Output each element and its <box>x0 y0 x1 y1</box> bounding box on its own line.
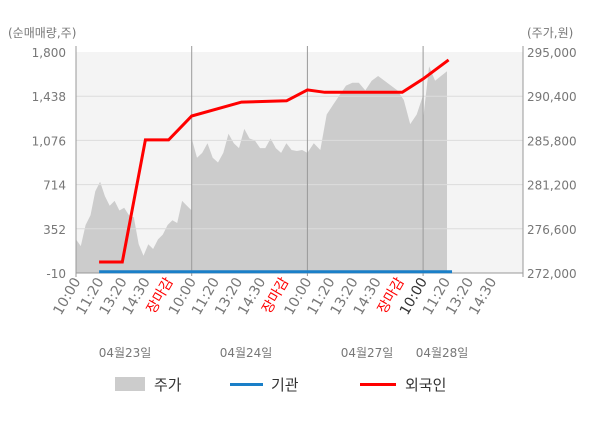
left-tick-label: 1,800 <box>32 46 66 60</box>
right-tick-label: 285,800 <box>527 134 577 148</box>
legend-swatch-price <box>115 377 145 391</box>
date-label: 04월27일 <box>341 346 394 360</box>
right-tick-label: 281,200 <box>527 179 577 193</box>
foreign-line <box>99 58 450 264</box>
legend: 주가 기관 외국인 <box>115 376 446 394</box>
date-label: 04월24일 <box>220 346 273 360</box>
price-area <box>76 66 447 274</box>
right-tick-label: 272,000 <box>527 267 577 281</box>
left-tick-label: 1,438 <box>32 90 66 104</box>
right-axis-label: (주가,원) <box>527 26 573 40</box>
legend-label-foreign: 외국인 <box>405 376 446 394</box>
left-tick-label: 352 <box>43 223 66 237</box>
legend-label-price: 주가 <box>154 376 182 394</box>
left-tick-label: 714 <box>43 179 66 193</box>
legend-swatch-foreign <box>360 383 396 386</box>
left-tick-label: 1,076 <box>32 134 66 148</box>
left-axis-label: (순매매량,주) <box>8 26 76 40</box>
right-tick-label: 295,000 <box>527 46 577 60</box>
legend-swatch-institution <box>230 383 263 386</box>
date-label: 04월28일 <box>416 346 469 360</box>
legend-label-institution: 기관 <box>271 376 299 394</box>
right-tick-label: 290,400 <box>527 90 577 104</box>
right-tick-label: 276,600 <box>527 223 577 237</box>
date-label: 04월23일 <box>99 346 152 360</box>
left-tick-label: -10 <box>46 267 66 281</box>
